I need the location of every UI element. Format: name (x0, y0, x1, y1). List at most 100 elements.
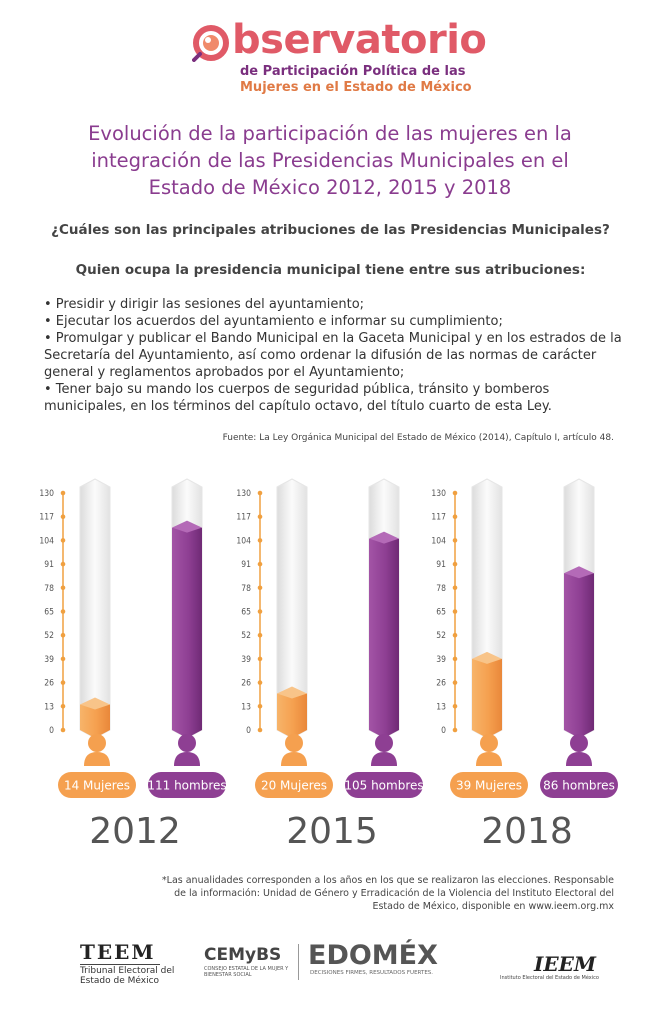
y-tick-label: 26 (44, 679, 54, 689)
men-bar-top (172, 520, 202, 533)
woman-icon-head (480, 734, 498, 752)
y-tick-dot (257, 538, 263, 543)
y-tick-label: 78 (44, 584, 54, 594)
y-tick-label: 104 (431, 536, 446, 546)
teem-subtitle: Tribunal Electoral del Estado de México (80, 966, 175, 986)
y-tick-label: 91 (44, 560, 54, 570)
page-title: Evolución de la participación de las muj… (40, 120, 620, 201)
y-tick-dot (452, 490, 458, 496)
year-label: 2015 (286, 811, 378, 852)
y-tick-label: 78 (241, 584, 251, 594)
women-count-badge (58, 772, 136, 798)
man-icon-body (174, 752, 200, 766)
y-tick-dot (452, 727, 458, 733)
y-tick-label: 39 (436, 655, 446, 665)
y-tick-label: 0 (49, 726, 54, 736)
men-bar-top (564, 566, 594, 579)
y-tick-label: 130 (236, 489, 251, 499)
edomex-logo: EDOMÉX (308, 940, 438, 971)
women-count-badge-text: 20 Mujeres (261, 779, 327, 793)
y-tick-dot (452, 632, 458, 638)
y-tick-dot (257, 727, 263, 733)
women-bar (277, 693, 307, 738)
year-label: 2018 (481, 811, 573, 852)
men-bar (564, 573, 594, 738)
woman-icon-body (476, 752, 502, 766)
logo-divider (298, 944, 299, 980)
logo-subtitle-1: de Participación Política de las (240, 64, 466, 79)
title-line-3: Estado de México 2012, 2015 y 2018 (148, 176, 512, 199)
attribution-item: • Ejecutar los acuerdos del ayuntamiento… (44, 314, 503, 329)
men-count-badge (540, 772, 618, 798)
women-bar (472, 658, 502, 738)
y-tick-dot (257, 656, 263, 662)
question-heading: ¿Cuáles son las principales atribuciones… (51, 222, 610, 238)
y-tick-dot (60, 585, 66, 591)
y-tick-dot (257, 609, 263, 614)
men-count-badge-text: 105 hombres (344, 779, 423, 793)
y-tick-label: 78 (436, 584, 446, 594)
teem-divider (80, 964, 160, 965)
teem-logo: TEEM (80, 940, 156, 964)
y-tick-dot (60, 561, 66, 567)
y-tick-label: 65 (241, 608, 251, 618)
logo-wordmark: bservatorio (232, 17, 487, 63)
men-count-badge (148, 772, 226, 798)
y-tick-dot (60, 632, 66, 638)
observatorio-logo-icon (192, 25, 229, 62)
footnote-line-3: Estado de México, disponible en www.ieem… (372, 901, 614, 912)
woman-icon-body (281, 752, 307, 766)
y-tick-label: 39 (44, 655, 54, 665)
women-count-badge-text: 14 Mujeres (64, 779, 130, 793)
man-icon-body (371, 752, 397, 766)
y-tick-label: 13 (44, 702, 54, 712)
y-tick-dot (452, 538, 458, 543)
y-tick-label: 0 (246, 726, 251, 736)
women-bar-top (472, 651, 502, 664)
women-count-badge (255, 772, 333, 798)
women-bar (80, 704, 110, 738)
y-tick-label: 13 (436, 702, 446, 712)
y-tick-dot (257, 514, 263, 519)
y-tick-dot (257, 561, 263, 567)
y-tick-dot (60, 680, 66, 685)
y-tick-dot (452, 609, 458, 614)
man-icon-head (570, 734, 588, 752)
y-tick-dot (60, 727, 66, 733)
y-tick-label: 26 (436, 679, 446, 689)
attribution-item: • Tener bajo su mando los cuerpos de seg… (44, 382, 552, 414)
cemybs-subtitle: CONSEJO ESTATAL DE LA MUJER Y BIENESTAR … (204, 966, 289, 978)
year-label: 2012 (89, 811, 181, 852)
man-icon-body (566, 752, 592, 766)
footnote: *Las anualidades corresponden a los años… (60, 874, 614, 913)
y-tick-dot (452, 704, 458, 709)
logo-subtitle-2: Mujeres en el Estado de México (240, 80, 472, 95)
y-tick-label: 0 (441, 726, 446, 736)
y-tick-label: 91 (436, 560, 446, 570)
y-tick-label: 52 (436, 631, 446, 641)
y-tick-label: 65 (436, 608, 446, 618)
cemybs-logo: CEMyBS (204, 945, 282, 965)
women-bar-top (80, 697, 110, 710)
y-tick-dot (60, 609, 66, 614)
y-tick-label: 91 (241, 560, 251, 570)
man-icon-head (178, 734, 196, 752)
y-tick-dot (452, 561, 458, 567)
men-count-badge-text: 86 hombres (543, 779, 615, 793)
y-tick-label: 13 (241, 702, 251, 712)
attributions-list: • Presidir y dirigir las sesiones del ay… (44, 296, 624, 415)
y-tick-label: 117 (39, 513, 54, 523)
woman-icon-head (88, 734, 106, 752)
ieem-logo: IEEM (534, 952, 596, 976)
ieem-subtitle: Instituto Electoral del Estado de México (500, 975, 599, 981)
footnote-line-2: de la información: Unidad de Género y Er… (174, 888, 614, 899)
y-tick-label: 117 (431, 513, 446, 523)
men-bar-top (369, 531, 399, 544)
y-tick-label: 104 (236, 536, 251, 546)
women-count-badge (450, 772, 528, 798)
y-tick-label: 52 (241, 631, 251, 641)
men-count-badge-text: 111 hombres (147, 779, 226, 793)
y-tick-dot (452, 514, 458, 519)
title-line-2: integración de las Presidencias Municipa… (91, 149, 569, 172)
